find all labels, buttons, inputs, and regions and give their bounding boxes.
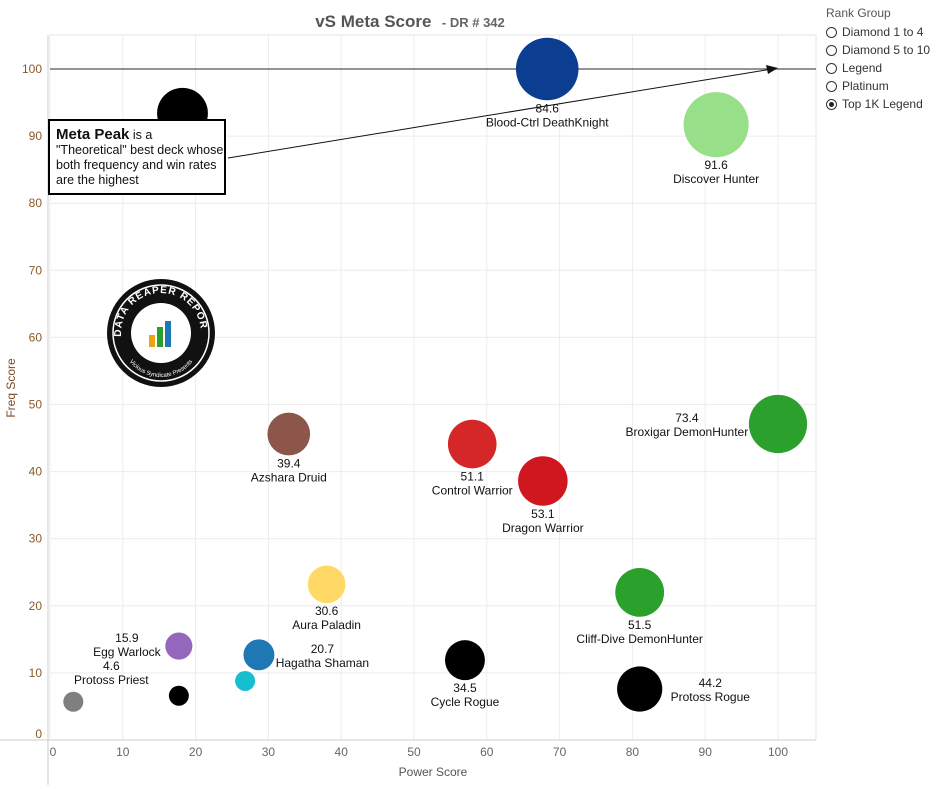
data-label-value: 39.4: [277, 456, 301, 470]
rank-option-label: Legend: [842, 61, 883, 75]
bubble-control-warrior[interactable]: [447, 419, 497, 469]
data-reaper-logo: DATA REAPER REPORT Vicious Syndicate Pre…: [107, 279, 215, 387]
x-axis-label: Power Score: [399, 765, 468, 779]
data-label-name: Broxigar DemonHunter: [626, 425, 749, 439]
x-tick-label: 50: [407, 745, 421, 759]
annotation-text: is a "Theoretical" best deck whose both …: [56, 128, 224, 187]
bubble-blood-ctrl-deathknight[interactable]: [515, 37, 579, 101]
data-label-value: 4.6: [103, 659, 120, 673]
data-label-name: Aura Paladin: [292, 618, 361, 632]
rank-option-label: Platinum: [842, 79, 889, 93]
x-tick-label: 20: [189, 745, 203, 759]
rank-group-filter: Rank Group Diamond 1 to 4 Diamond 5 to 10…: [826, 6, 930, 113]
rank-option[interactable]: Platinum: [826, 77, 930, 95]
legend-title: Rank Group: [826, 6, 891, 20]
annotation-bold: Meta Peak: [56, 126, 130, 143]
data-label-value: 51.5: [628, 618, 652, 632]
bubble-broxigar-demonhunter[interactable]: [748, 394, 808, 454]
data-label-value: 34.5: [453, 681, 477, 695]
data-label-name: Cycle Rogue: [431, 695, 500, 709]
x-tick-label: 10: [116, 745, 130, 759]
radio-button[interactable]: [826, 80, 837, 92]
bubble-unlabeled[interactable]: [235, 670, 256, 691]
data-label-value: 51.1: [461, 469, 485, 483]
rank-option[interactable]: Legend: [826, 59, 930, 77]
data-label-name: Protoss Rogue: [671, 690, 751, 704]
radio-button[interactable]: [826, 98, 837, 110]
x-tick-label: 30: [262, 745, 276, 759]
data-label-name: Blood-Ctrl DeathKnight: [486, 115, 609, 129]
bubble-discover-hunter[interactable]: [683, 92, 749, 158]
x-tick-label: 70: [553, 745, 567, 759]
x-tick-label: 60: [480, 745, 494, 759]
bubble-azshara-druid[interactable]: [267, 412, 311, 456]
y-tick-label: 10: [29, 666, 43, 680]
bubble-egg-warlock[interactable]: [165, 632, 193, 660]
rank-option[interactable]: Diamond 1 to 4: [826, 23, 930, 41]
radio-button[interactable]: [826, 62, 837, 74]
x-tick-label: 90: [699, 745, 713, 759]
rank-option-label: Diamond 1 to 4: [842, 25, 924, 39]
y-tick-label: 30: [29, 532, 43, 546]
y-axis-label: Freq Score: [4, 358, 18, 418]
y-tick-label: 90: [29, 129, 43, 143]
y-tick-label: 50: [29, 398, 43, 412]
data-label-name: Discover Hunter: [673, 172, 759, 186]
data-label-value: 73.4: [675, 411, 699, 425]
data-label-value: 84.6: [536, 101, 560, 115]
meta-peak-annotation: Meta Peak is a "Theoretical" best deck w…: [48, 119, 226, 195]
rank-option[interactable]: Top 1K Legend: [826, 95, 930, 113]
data-label-name: Egg Warlock: [93, 645, 162, 659]
annotation-arrow: [227, 68, 773, 159]
data-label-value: 20.7: [311, 642, 335, 656]
x-tick-label: 100: [768, 745, 788, 759]
y-tick-label: 20: [29, 599, 43, 613]
y-tick-label: 80: [29, 196, 43, 210]
bubble-dragon-warrior[interactable]: [518, 456, 568, 506]
data-label-value: 15.9: [115, 631, 139, 645]
radio-button[interactable]: [826, 44, 837, 56]
x-tick-label: 80: [626, 745, 640, 759]
y-tick-label: 60: [29, 330, 43, 344]
radio-button[interactable]: [826, 26, 837, 38]
data-label-name: Control Warrior: [432, 483, 513, 497]
bubble-hagatha-shaman[interactable]: [243, 639, 275, 671]
data-label-value: 30.6: [315, 604, 339, 618]
x-tick-label: 40: [335, 745, 349, 759]
y-tick-label: 40: [29, 465, 43, 479]
bubble-cycle-rogue[interactable]: [444, 640, 485, 681]
rank-option-label: Top 1K Legend: [842, 97, 923, 111]
data-label-name: Azshara Druid: [251, 470, 327, 484]
rank-option[interactable]: Diamond 5 to 10: [826, 41, 930, 59]
y-tick-label: 100: [22, 62, 42, 76]
y-tick-label: 70: [29, 263, 43, 277]
data-label-name: Hagatha Shaman: [276, 656, 369, 670]
data-label-value: 44.2: [699, 676, 723, 690]
bubble-aura-paladin[interactable]: [307, 565, 346, 604]
arrow-head: [766, 65, 778, 74]
rank-option-label: Diamond 5 to 10: [842, 43, 931, 57]
bubble-cliff-dive-demonhunter[interactable]: [615, 567, 665, 617]
data-label-value: 91.6: [704, 158, 728, 172]
bubble-protoss-rogue[interactable]: [617, 666, 663, 712]
data-label-name: Dragon Warrior: [502, 521, 584, 535]
x-tick-label: 0: [50, 745, 57, 759]
chart-title: vS Meta Score - DR # 342: [315, 12, 505, 31]
data-label-name: Cliff-Dive DemonHunter: [576, 632, 703, 646]
bubble-unlabeled[interactable]: [168, 685, 189, 706]
data-label-value: 53.1: [531, 507, 555, 521]
bubble-protoss-priest[interactable]: [63, 691, 84, 712]
data-label-name: Protoss Priest: [74, 673, 149, 687]
y-tick-label: 0: [35, 727, 42, 741]
